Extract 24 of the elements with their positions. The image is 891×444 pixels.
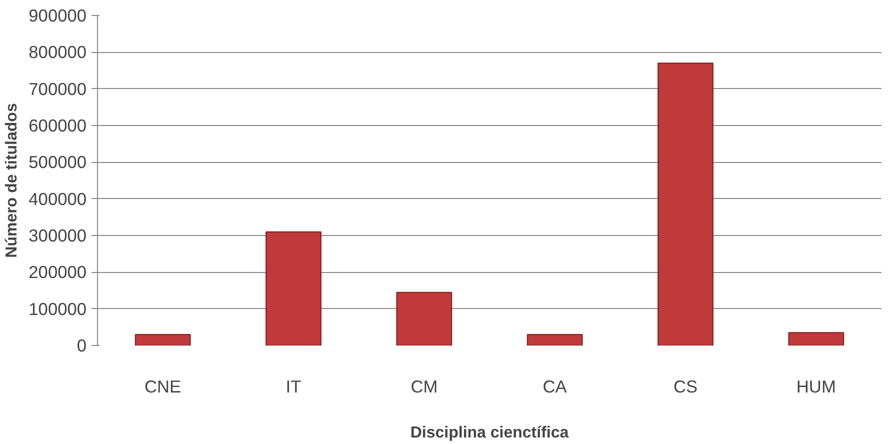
- bar: [658, 62, 714, 346]
- y-tick-label: 600000: [28, 116, 87, 136]
- x-tick-label: CS: [673, 376, 698, 396]
- y-tick-label: 200000: [28, 262, 87, 282]
- y-tick-label: 500000: [28, 152, 87, 172]
- y-tick-label: 700000: [28, 78, 87, 99]
- bar: [788, 332, 844, 346]
- x-tick-label: HUM: [796, 376, 836, 396]
- x-axis-title: Disciplina cienctífica: [410, 424, 569, 442]
- bar: [526, 334, 583, 346]
- y-tick-label: 400000: [28, 188, 87, 209]
- y-tick-label: 300000: [28, 226, 87, 246]
- x-tick-label: IT: [286, 376, 302, 396]
- bar: [134, 334, 191, 346]
- y-tick-label: 100000: [28, 298, 87, 319]
- x-tick-label: CA: [542, 376, 568, 396]
- bar: [266, 231, 322, 346]
- y-tick-label: 800000: [28, 42, 87, 62]
- y-tick-label: 900000: [28, 6, 87, 26]
- bar: [396, 292, 452, 346]
- y-axis-title: Número de titulados: [4, 103, 21, 258]
- x-tick-label: CNE: [144, 376, 182, 396]
- y-tick-label: 0: [76, 336, 87, 356]
- x-tick-label: CM: [410, 376, 438, 396]
